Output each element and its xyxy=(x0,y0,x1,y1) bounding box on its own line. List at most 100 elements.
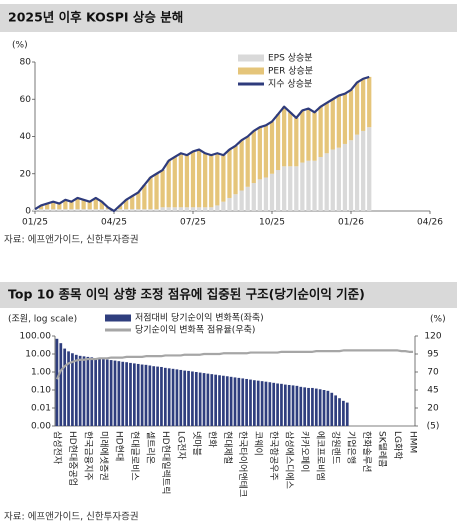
bar xyxy=(90,357,94,426)
x-tick-label: 한국타이어앤테크 xyxy=(237,431,248,497)
bar xyxy=(81,199,86,210)
bar xyxy=(275,170,281,211)
x-tick-label: 기업은행 xyxy=(346,431,358,464)
bar xyxy=(336,95,341,148)
bar xyxy=(233,145,238,195)
bar xyxy=(221,155,226,202)
bar xyxy=(312,112,317,161)
line xyxy=(34,75,370,213)
bar xyxy=(105,209,111,211)
bar xyxy=(251,183,256,211)
bar xyxy=(57,203,62,210)
bar xyxy=(133,363,136,426)
y-tick-label: 1.00 xyxy=(31,368,51,378)
bar xyxy=(198,372,202,426)
bar xyxy=(367,76,372,128)
bar xyxy=(276,383,279,426)
bar xyxy=(269,173,275,211)
bar xyxy=(229,376,233,426)
bar xyxy=(227,197,232,211)
chart-title: 2025년 이후 KOSPI 상승 분해 xyxy=(8,10,183,25)
bar xyxy=(105,359,109,426)
bar xyxy=(334,395,337,426)
bar xyxy=(215,153,220,206)
bar xyxy=(221,201,226,211)
y-tick-label: 0 xyxy=(25,207,31,217)
bar xyxy=(282,166,287,211)
bar xyxy=(291,385,295,426)
y-tick-label: 100.00 xyxy=(20,332,52,342)
bar xyxy=(87,201,92,210)
bar xyxy=(99,201,104,210)
bar xyxy=(312,160,317,211)
bar xyxy=(194,372,198,426)
bar xyxy=(288,166,293,211)
y-tick-label: 0.10 xyxy=(31,386,51,396)
x-tick-label: 강원랜드 xyxy=(330,431,341,464)
x-tick-label: 한화 xyxy=(206,431,217,448)
bar xyxy=(196,207,202,211)
y2-tick-label: 70 xyxy=(427,368,439,378)
x-tick-label: 한화솔루션 xyxy=(361,431,372,472)
x-tick-label: 01/25 xyxy=(22,218,48,228)
bar xyxy=(345,402,349,426)
bar xyxy=(227,149,232,198)
bar xyxy=(63,209,68,211)
y2-tick-label: 20 xyxy=(427,404,439,414)
bar xyxy=(117,361,121,426)
bar xyxy=(175,369,179,426)
bar xyxy=(191,371,194,426)
bar xyxy=(239,190,244,211)
bar xyxy=(354,134,360,211)
bar xyxy=(163,367,167,426)
bar xyxy=(148,209,153,211)
bar xyxy=(93,197,98,210)
bar xyxy=(203,153,208,208)
bar xyxy=(348,140,354,211)
bar xyxy=(275,114,281,171)
bar xyxy=(160,366,163,426)
bar xyxy=(166,207,171,211)
x-tick-label: 04/25 xyxy=(101,218,127,228)
legend-label: 당기순이익 변화폭 점유율(우축) xyxy=(135,324,255,336)
bar xyxy=(203,207,208,211)
y-tick-label: 20 xyxy=(20,169,32,179)
bar xyxy=(354,82,360,135)
bar xyxy=(283,384,287,426)
bar xyxy=(51,201,56,210)
bar xyxy=(299,386,303,426)
y-axis-label: (조원, log scale) xyxy=(8,314,77,325)
bar xyxy=(75,209,80,211)
bar xyxy=(167,368,171,426)
y2-tick-label: 95 xyxy=(427,350,438,360)
bar xyxy=(338,398,341,426)
bar xyxy=(160,170,165,208)
bar xyxy=(38,209,44,211)
bar xyxy=(367,127,372,211)
bar xyxy=(144,364,148,426)
bar xyxy=(253,380,256,426)
bar xyxy=(154,173,159,210)
bar xyxy=(98,358,101,426)
bar xyxy=(93,209,98,211)
bar xyxy=(94,357,97,426)
bar xyxy=(222,375,225,426)
bar xyxy=(306,108,311,161)
bar xyxy=(156,366,159,426)
bar xyxy=(202,373,206,426)
x-tick-label: 07/25 xyxy=(180,218,206,228)
x-tick-label: LG전자 xyxy=(175,431,186,460)
x-tick-label: HD현대중공업 xyxy=(67,431,78,486)
bar xyxy=(336,147,341,211)
bar xyxy=(69,209,74,211)
bar xyxy=(295,385,299,426)
bar xyxy=(218,375,221,426)
bar xyxy=(45,209,50,211)
x-tick-label: HMM xyxy=(408,431,418,453)
bar xyxy=(342,143,348,211)
bar xyxy=(322,390,326,426)
y-tick-label: 80 xyxy=(20,58,32,68)
bar xyxy=(179,369,183,426)
bar xyxy=(233,377,237,426)
